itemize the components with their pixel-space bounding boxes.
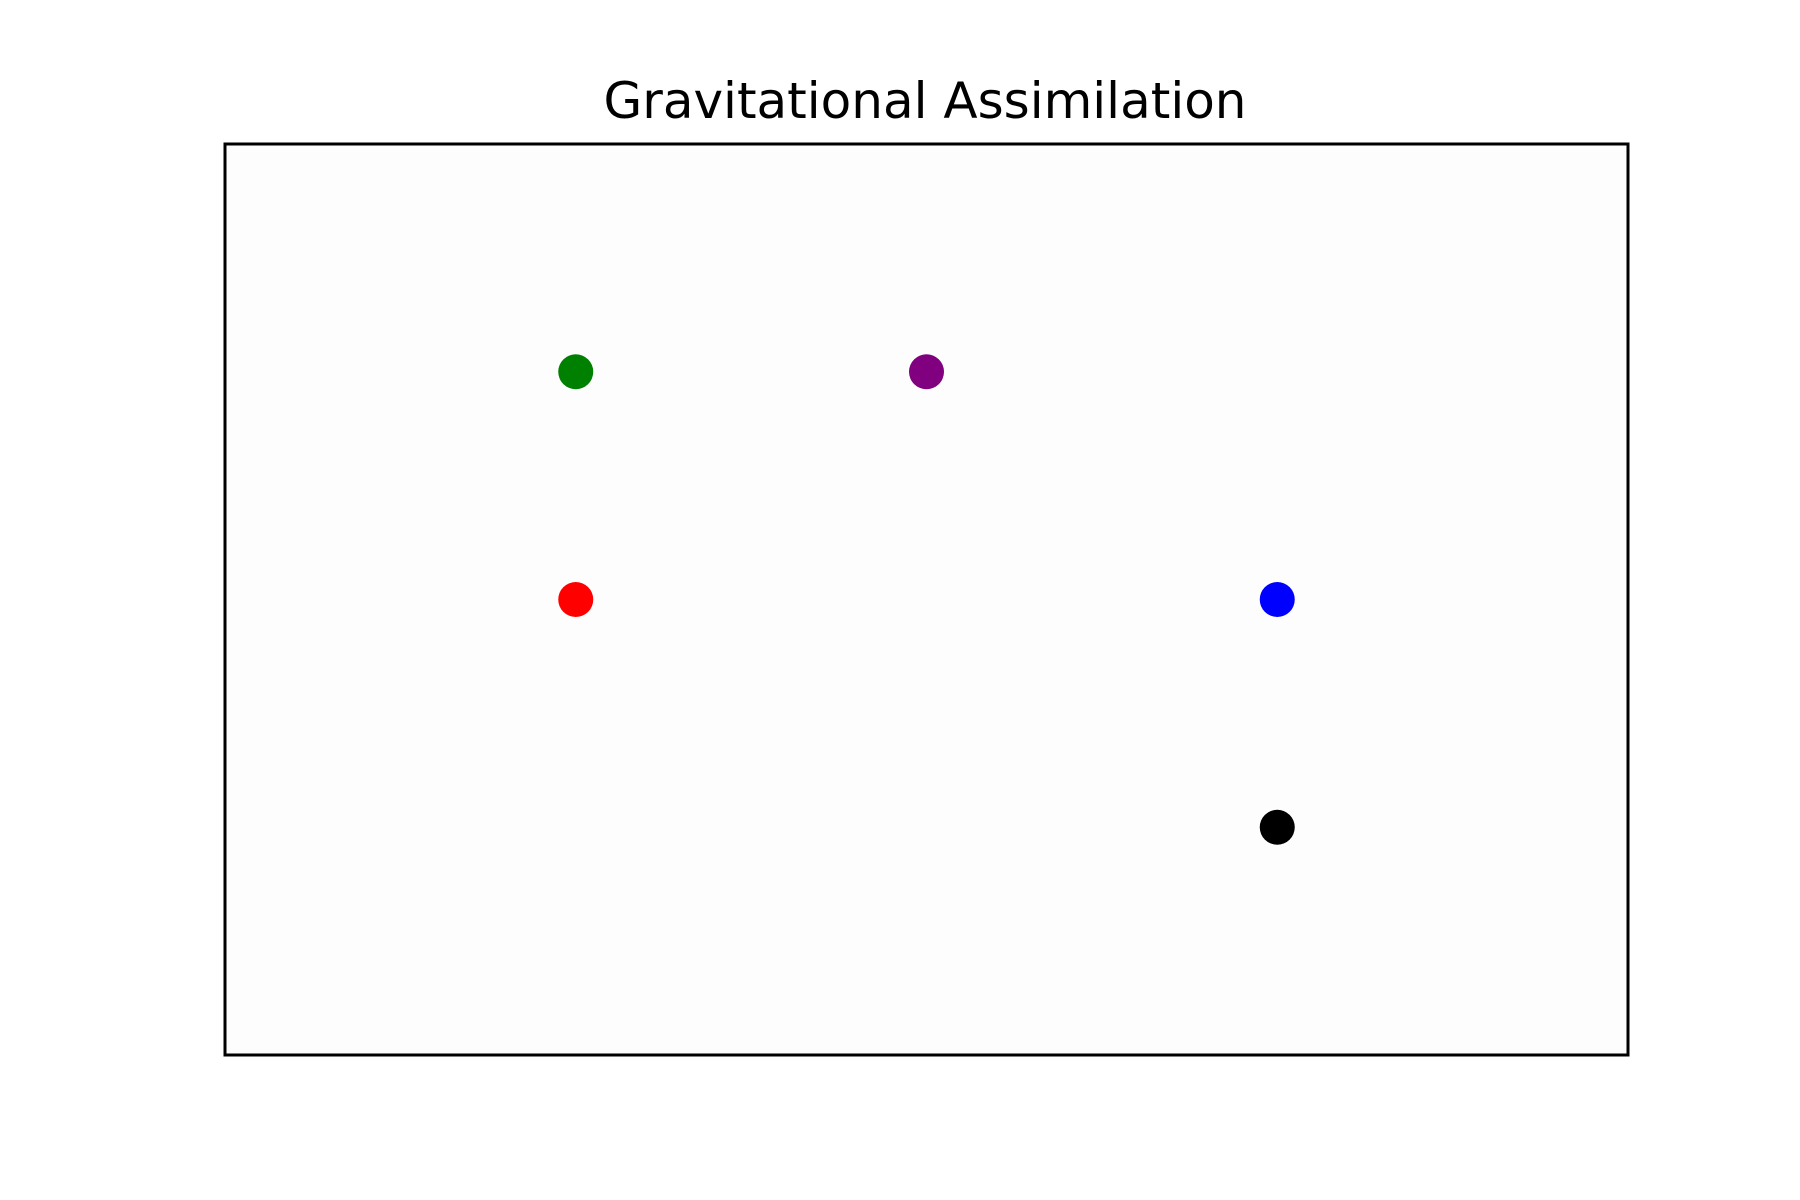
scatter-point-5	[1259, 809, 1295, 845]
scatter-point-4	[1259, 582, 1295, 617]
plot-area	[223, 142, 1630, 1057]
scatter-point-3	[558, 582, 594, 617]
scatter-point-2	[909, 354, 944, 390]
data-points-layer	[558, 354, 1295, 845]
chart-title: Gravitational Assimilation	[604, 72, 1247, 130]
scatter-point-1	[558, 354, 594, 390]
